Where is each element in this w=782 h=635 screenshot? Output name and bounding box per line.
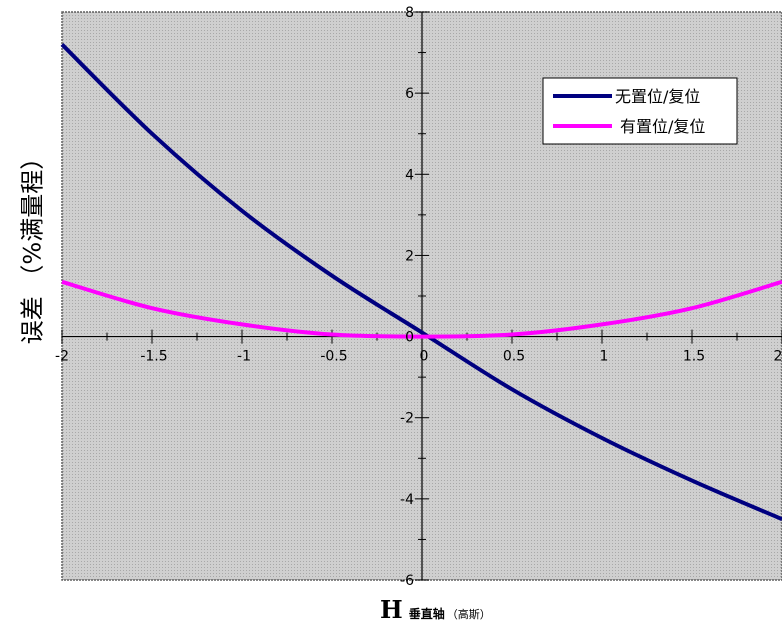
x-tick-label: -0.5 xyxy=(320,349,347,365)
legend-label-no-reset: 无置位/复位 xyxy=(615,87,700,106)
x-tick-label: 2 xyxy=(774,349,782,365)
y-tick-label: -2 xyxy=(400,411,414,427)
y-tick-label: 6 xyxy=(405,86,414,102)
y-axis-label: 误差 （%满量程） xyxy=(18,145,47,345)
x-axis-label-symbol: H xyxy=(380,595,403,624)
legend: 无置位/复位 有置位/复位 xyxy=(542,77,738,145)
legend-label-with-reset: 有置位/复位 xyxy=(620,117,705,136)
x-tick-label: -1 xyxy=(237,349,251,365)
x-axis-label-unit: （高斯） xyxy=(446,608,491,621)
x-tick-label: -1.5 xyxy=(140,349,167,365)
y-tick-label: 4 xyxy=(405,167,414,183)
series-line-0 xyxy=(60,43,782,521)
x-axis-label: H 垂直轴 （高斯） xyxy=(380,595,491,624)
series-layer xyxy=(60,43,782,521)
y-tick-label: -6 xyxy=(400,573,414,589)
tick-labels: -2 -1.5 -1 -0.5 0 0.5 1 1.5 2 -6 -4 -2 0 2 4 6 8 xyxy=(55,5,782,589)
x-tick-label: 1 xyxy=(600,349,609,365)
x-tick-label: 0 xyxy=(420,349,429,365)
x-tick-label: 0.5 xyxy=(503,349,525,365)
x-axis-label-text: 垂直轴 xyxy=(408,607,445,621)
x-tick-label: 1.5 xyxy=(683,349,705,365)
legend-box xyxy=(542,77,738,145)
y-tick-label: -4 xyxy=(400,492,414,508)
y-tick-label: 8 xyxy=(405,5,414,21)
y-tick-label: 2 xyxy=(405,248,414,264)
y-tick-label: 0 xyxy=(405,330,414,346)
x-tick-label: -2 xyxy=(55,349,69,365)
